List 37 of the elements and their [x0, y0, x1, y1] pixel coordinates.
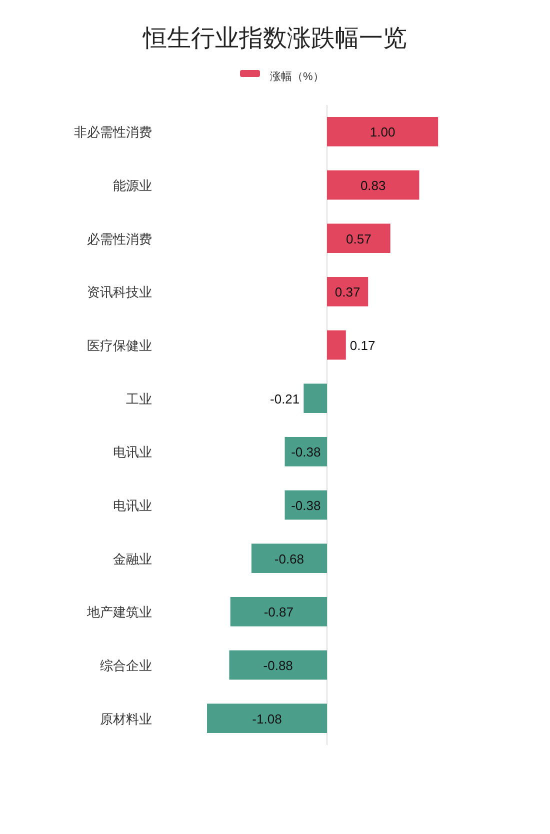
data-label: 1.00 — [370, 124, 396, 140]
bar — [230, 597, 327, 626]
y-tick-label: 电讯业 — [113, 444, 152, 460]
y-tick-label: 金融业 — [113, 551, 152, 566]
data-label: -0.21 — [270, 391, 300, 406]
data-label: -0.87 — [264, 604, 294, 620]
data-label: 0.57 — [346, 231, 372, 246]
chart-title: 恒生行业指数涨跌幅一览 — [142, 25, 407, 52]
data-label: 0.37 — [334, 284, 360, 300]
data-label: -1.08 — [252, 711, 282, 726]
y-tick-label: 工业 — [126, 391, 152, 406]
y-tick-label: 原材料业 — [100, 711, 152, 726]
legend-label: 涨幅（%） — [270, 71, 324, 83]
data-label: -0.68 — [274, 551, 304, 566]
bar — [327, 330, 346, 360]
y-tick-label: 非必需性消费 — [74, 124, 152, 140]
bar — [251, 544, 327, 573]
bar — [207, 704, 327, 733]
y-tick-label: 资讯科技业 — [87, 284, 152, 300]
bar — [284, 437, 327, 466]
bar — [327, 224, 390, 253]
data-label: 0.17 — [350, 338, 376, 353]
y-tick-label: 地产建筑业 — [86, 604, 152, 620]
data-label: -0.88 — [263, 658, 293, 673]
bar — [229, 650, 327, 680]
y-tick-label: 电讯业 — [113, 498, 152, 513]
bar — [304, 384, 327, 413]
bar — [327, 277, 368, 306]
y-tick-label: 能源业 — [113, 178, 152, 193]
y-tick-label: 医疗保健业 — [87, 338, 152, 353]
data-label: -0.38 — [291, 498, 321, 513]
data-label: -0.38 — [291, 444, 321, 460]
bar — [327, 117, 438, 146]
data-label: 0.83 — [360, 178, 386, 193]
bar — [327, 170, 420, 200]
y-tick-label: 必需性消费 — [87, 231, 152, 246]
y-tick-label: 综合企业 — [100, 658, 152, 673]
